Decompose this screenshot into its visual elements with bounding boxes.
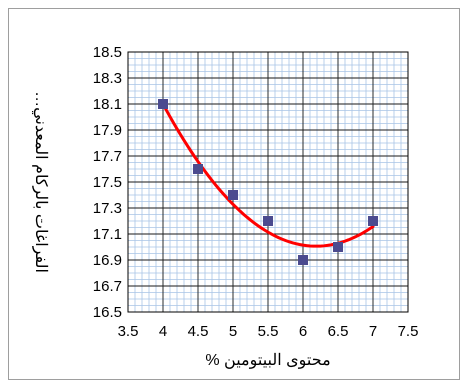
y-tick-label: 18.5 [93, 44, 122, 61]
x-tick-label: 6.5 [328, 323, 349, 340]
data-point [298, 255, 308, 265]
y-tick-label: 16.7 [93, 278, 122, 295]
data-point [193, 164, 203, 174]
y-tick-label: 18.1 [93, 96, 122, 113]
y-tick-label: 17.7 [93, 148, 122, 165]
x-tick-label: 7 [369, 323, 377, 340]
y-axis-title: الفراغات بالركام المعدني… [32, 91, 49, 273]
data-point [263, 216, 273, 226]
x-tick-label: 5 [229, 323, 237, 340]
data-points [158, 99, 378, 265]
x-axis-title: محتوى البيتومين % [205, 352, 330, 369]
y-tick-label: 17.5 [93, 174, 122, 191]
x-tick-label: 3.5 [118, 323, 139, 340]
y-tick-label: 17.1 [93, 226, 122, 243]
data-point [368, 216, 378, 226]
x-tick-label: 4.5 [188, 323, 209, 340]
y-axis-ticks: 18.5 18.3 18.1 17.9 17.7 17.5 17.3 17.1 16.9 16.7… [93, 44, 122, 321]
y-tick-label: 17.3 [93, 200, 122, 217]
x-tick-label: 6 [299, 323, 307, 340]
x-axis-ticks: 3.5 4 4.5 5 5.5 6 6.5 7 7.5 [118, 323, 419, 340]
x-tick-label: 4 [159, 323, 167, 340]
y-tick-label: 17.9 [93, 122, 122, 139]
x-tick-label: 5.5 [258, 323, 279, 340]
data-point [158, 99, 168, 109]
data-point [228, 190, 238, 200]
x-tick-label: 7.5 [398, 323, 419, 340]
plot-area-border [127, 51, 409, 313]
data-point [333, 242, 343, 252]
y-tick-label: 18.3 [93, 70, 122, 87]
y-tick-label: 16.9 [93, 252, 122, 269]
plot-grid [127, 51, 409, 313]
y-tick-label: 16.5 [93, 304, 122, 321]
